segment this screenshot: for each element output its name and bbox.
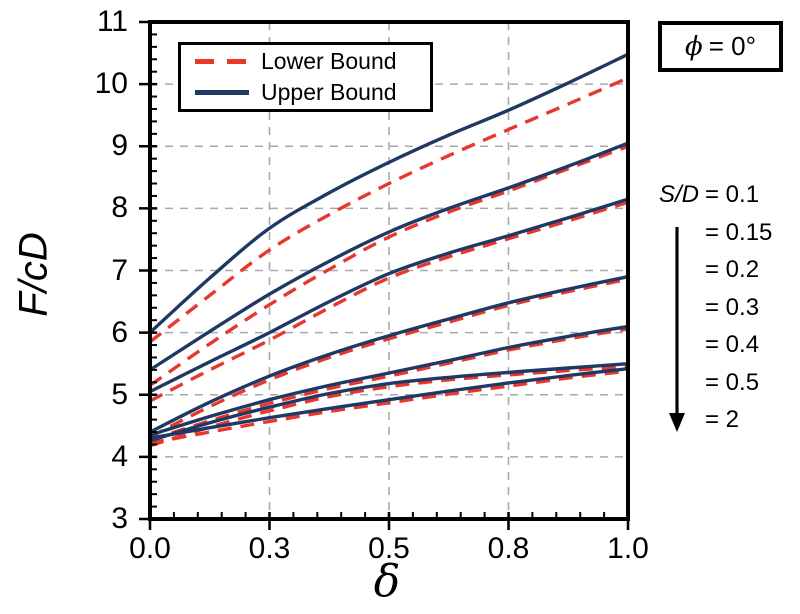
legend: Lower Bound Upper Bound [178, 42, 433, 112]
lower-bound-curve [149, 277, 629, 439]
lower-bound-curve [149, 144, 629, 387]
y-tick-label: 9 [111, 129, 128, 163]
lower-bound-curve [149, 327, 629, 442]
y-tick-label: 7 [111, 253, 128, 287]
legend-entry-upper-bound: Upper Bound [181, 78, 430, 106]
sd-value-label: = 2 [705, 406, 740, 433]
x-tick-label: 0.5 [368, 532, 410, 565]
series-labels-panel: S/D = 0.1 = 0.15 = 0.2 = 0.3 = 0.4 = 0.5 = 2 [645, 180, 800, 450]
upper-bound-curve [149, 197, 629, 394]
phi-symbol: ϕ [685, 31, 703, 62]
down-arrow-head [669, 413, 685, 432]
y-tick-label: 5 [111, 377, 128, 411]
upper-bound-curve [149, 362, 629, 443]
upper-bound-curve [149, 141, 629, 372]
lower-bound-curve [149, 369, 629, 445]
upper-bound-curve [149, 324, 629, 437]
legend-label: Lower Bound [261, 48, 397, 75]
lower-bound-curve [148, 76, 629, 344]
legend-entry-lower-bound: Lower Bound [181, 48, 430, 76]
y-tick-label: 8 [111, 191, 128, 225]
y-axis-title: F/cD [11, 232, 56, 317]
sd-value-label: = 0.15 [705, 218, 773, 246]
x-tick-label: 1.0 [607, 532, 649, 565]
lower-bound-dash-sample [195, 59, 249, 65]
x-tick-label: 0.8 [487, 532, 530, 565]
lower-bound-curve [149, 200, 629, 403]
sd-value-label: = 0.4 [705, 331, 760, 358]
upper-bound-line-sample [195, 89, 249, 95]
phi-value: = 0° [708, 31, 756, 61]
x-tick-label: 0.0 [129, 532, 171, 565]
upper-bound-curve [149, 275, 629, 434]
lower-bound-curve [149, 365, 629, 448]
x-tick-label: 0.3 [248, 532, 291, 565]
sd-prefix-label: S/D [659, 181, 700, 208]
legend-label: Upper Bound [261, 78, 397, 105]
sd-value-label: = 0.1 [705, 181, 760, 208]
y-tick-label: 10 [94, 67, 128, 101]
y-tick-label: 6 [111, 315, 128, 349]
y-tick-label: 3 [111, 502, 128, 535]
sd-value-label: = 0.5 [705, 368, 760, 396]
phi-annotation-box: ϕ = 0° [658, 21, 783, 72]
y-tick-label: 4 [111, 439, 128, 473]
upper-bound-curve [148, 52, 629, 334]
y-tick-label: 11 [96, 5, 128, 38]
x-axis-title: δ [373, 556, 401, 607]
sd-value-label: = 0.2 [705, 256, 760, 283]
sd-value-label: = 0.3 [705, 293, 760, 321]
upper-bound-curve [149, 367, 629, 440]
